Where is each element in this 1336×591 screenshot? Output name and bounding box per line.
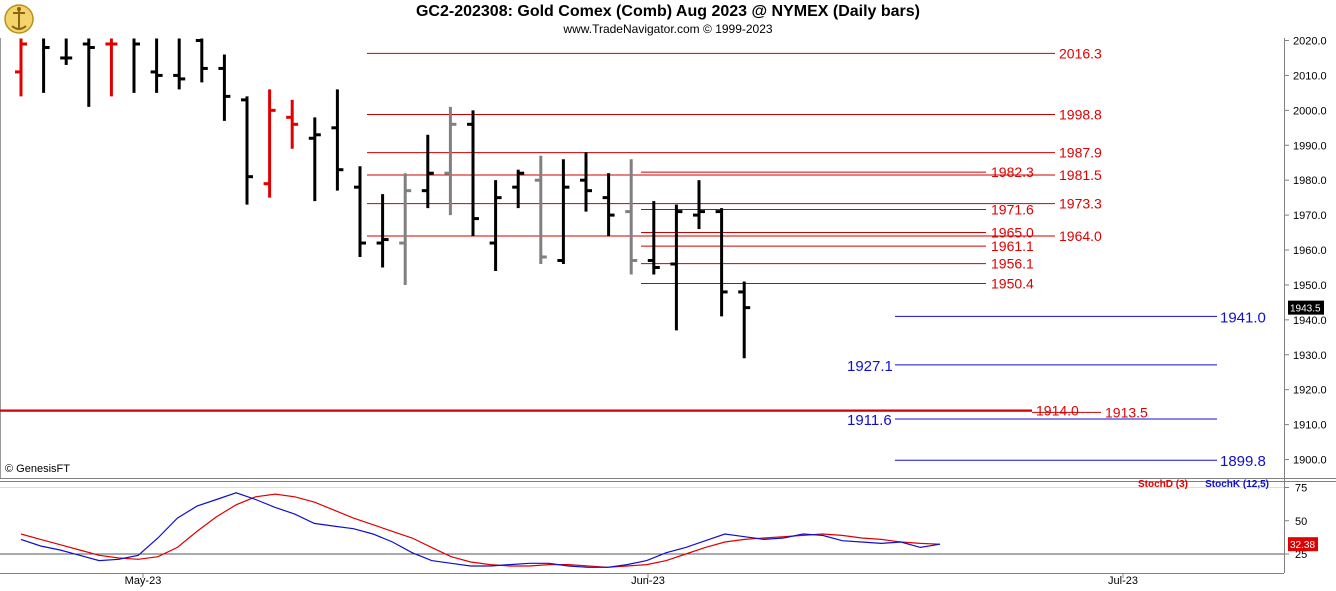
date-tick-label: May-23: [125, 575, 162, 587]
date-tick-label: Jun-23: [631, 575, 665, 587]
red-level-label: 2016.3: [1059, 45, 1102, 61]
chart-title: GC2-202308: Gold Comex (Comb) Aug 2023 @…: [415, 3, 921, 20]
price-tick-label: 1900.0: [1293, 455, 1327, 467]
stoch-tick-label: 50: [1295, 516, 1307, 528]
red-level-label: 1964.0: [1059, 228, 1102, 244]
watermark: © GenesisFT: [5, 463, 70, 475]
red-level-label: 1987.9: [1059, 145, 1102, 161]
red-level-label: 1981.5: [1059, 167, 1102, 183]
red-level-label: 1914.0: [1036, 403, 1079, 419]
last-price-box: [1288, 300, 1324, 315]
price-tick-label: 1940.0: [1293, 315, 1327, 327]
price-panel: [0, 38, 1284, 478]
price-tick-label: 1960.0: [1293, 245, 1327, 257]
blue-level-label: 1899.8: [1220, 453, 1266, 470]
red-level-label: 1998.8: [1059, 107, 1102, 123]
red-level-lines: 2016.3 1998.8 1987.9 1982.3 1981.5 1973.3 1971…: [0, 45, 1148, 420]
stoch-k-legend: StochK (12,5): [1205, 479, 1269, 490]
price-tick-label: 1910.0: [1293, 420, 1327, 432]
price-tick-label: 1930.0: [1293, 350, 1327, 362]
price-tick-label: 2020.0: [1293, 36, 1327, 48]
stoch-d-legend: StochD (3): [1138, 479, 1188, 490]
price-tick-label: 1950.0: [1293, 280, 1327, 292]
blue-level-lines: 1941.0 1927.1 1911.6 1899.8: [847, 309, 1266, 470]
blue-level-label: 1911.6: [847, 412, 892, 429]
red-level-label: 1950.4: [991, 276, 1034, 292]
blue-level-label: 1941.0: [1220, 309, 1266, 326]
red-level-label: 1971.6: [991, 202, 1034, 218]
price-tick-label: 1920.0: [1293, 385, 1327, 397]
stoch-last-value-box: [1288, 537, 1318, 552]
stoch-tick-label: 25: [1295, 549, 1307, 561]
red-level-label: 1913.5: [1105, 404, 1148, 420]
last-price-marker: 1943.5: [1288, 300, 1324, 315]
date-tick-label: Jul-23: [1108, 575, 1138, 587]
ohlc-bars: [15, 38, 751, 359]
price-axis: 1900.0 1910.0 1920.0 1930.0 1940.0 1950.0 1960…: [1284, 36, 1327, 467]
stoch-last-value-label: 32.38: [1290, 540, 1315, 551]
red-level-label: 1973.3: [1059, 196, 1102, 212]
blue-level-label: 1927.1: [847, 358, 893, 375]
stoch-tick-label: 75: [1295, 483, 1307, 495]
red-level-label: 1965.0: [991, 225, 1034, 241]
stoch-d-line: [20, 493, 941, 568]
red-level-label: 1961.1: [991, 238, 1034, 254]
price-tick-label: 2010.0: [1293, 70, 1327, 82]
chart-subtitle: www.TradeNavigator.com © 1999-2023: [563, 22, 773, 36]
stoch-k-line: [20, 492, 941, 568]
stochastic-panel: 25 50 75 32.38: [0, 483, 1318, 568]
last-price-label: 1943.5: [1290, 304, 1321, 315]
price-tick-label: 1990.0: [1293, 140, 1327, 152]
price-tick-label: 1970.0: [1293, 210, 1327, 222]
red-level-label: 1982.3: [991, 164, 1034, 180]
chart-header: GC2-202308: Gold Comex (Comb) Aug 2023 @…: [0, 0, 1336, 38]
date-axis: May-23 Jun-23 Jul-23: [125, 573, 1138, 587]
price-tick-label: 2000.0: [1293, 105, 1327, 117]
trade-navigator-logo-icon: [2, 2, 36, 36]
red-level-label: 1956.1: [991, 256, 1034, 272]
price-tick-label: 1980.0: [1293, 175, 1327, 187]
